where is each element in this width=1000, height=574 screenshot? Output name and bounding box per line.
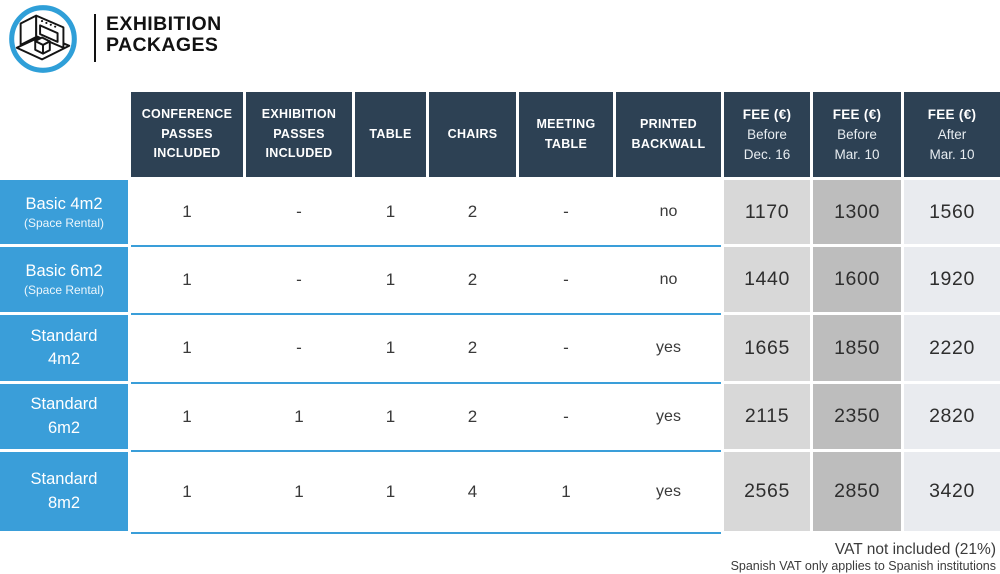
cell-fee-before-mar10: 2350 [813,384,901,449]
fee-title: FEE (€) [742,106,792,122]
vat-note-line1: VAT not included (21%) [834,541,996,558]
row-label-standard-6m2: Standard 6m2 [0,384,128,449]
cell-exhibition-passes: - [296,338,302,357]
vat-note: VAT not included (21%) Spanish VAT only … [731,541,996,574]
row-label-standard-4m2: Standard 4m2 [0,315,128,381]
cell-fee-after-mar10: 2820 [904,384,1000,449]
row-name: Standard 8m2 [30,470,98,512]
vat-note-line2: Spanish VAT only applies to Spanish inst… [730,559,996,573]
cell-fee-before-dec16: 1170 [724,180,810,244]
cell-conference-passes: 1 [182,406,192,426]
cell-printed-backwall: yes [656,339,681,356]
table-row: 1 - 1 2 - no [131,180,721,247]
row-name: Standard 4m2 [30,326,98,368]
cell-conference-passes: 1 [182,202,192,221]
cell-table: 1 [385,338,396,357]
cell-fee-before-dec16: 1665 [724,315,810,381]
row-label-basic-4m2: Basic 4m2 (Space Rental) [0,180,128,244]
cell-fee-before-dec16: 1440 [724,247,810,312]
cell-meeting-table: - [563,406,569,426]
table-row: 1 1 1 2 - yes [131,384,721,452]
cell-table: 1 [385,406,396,426]
cell-chairs: 4 [467,481,478,501]
fee-title: FEE (€) [832,106,882,122]
column-header-exhibition-passes: EXHIBITION PASSES INCLUDED [246,92,352,177]
page-title: EXHIBITION PACKAGES [106,14,222,56]
cell-conference-passes: 1 [182,269,192,289]
cell-chairs: 2 [467,269,478,289]
row-note: (Space Rental) [23,283,105,298]
row-name: Basic 6m2 [25,262,103,281]
row-name: Basic 4m2 [25,194,103,213]
row-label-standard-8m2: Standard 8m2 [0,452,128,531]
row-label-basic-6m2: Basic 6m2 (Space Rental) [0,247,128,312]
column-header-fee-before-dec16: FEE (€) Before Dec. 16 [724,92,810,177]
exhibition-booth-icon [9,5,77,73]
fee-period-line1: Before [747,126,787,142]
cell-printed-backwall: yes [656,407,681,425]
cell-fee-before-mar10: 2850 [813,452,901,531]
cell-chairs: 2 [467,338,478,357]
cell-meeting-table: - [563,269,569,289]
cell-printed-backwall: no [659,203,678,220]
fee-title: FEE (€) [927,106,977,122]
fee-period-line1: After [937,126,967,142]
cell-fee-after-mar10: 3420 [904,452,1000,531]
cell-printed-backwall: no [659,270,678,288]
cell-fee-after-mar10: 1560 [904,180,1000,244]
column-header-table: TABLE [355,92,426,177]
cell-meeting-table: 1 [561,481,571,501]
column-header-fee-before-mar10: FEE (€) Before Mar. 10 [813,92,901,177]
fee-period-line2: Mar. 10 [834,146,880,162]
cell-meeting-table: - [563,202,569,221]
cell-chairs: 2 [467,202,478,221]
fee-period-line2: Dec. 16 [743,146,791,162]
column-header-chairs: CHAIRS [429,92,516,177]
fee-period-line2: Mar. 10 [929,146,975,162]
cell-fee-before-dec16: 2565 [724,452,810,531]
cell-exhibition-passes: 1 [294,481,304,501]
page-title-line2: PACKAGES [106,34,219,56]
cell-fee-before-dec16: 2115 [724,384,810,449]
column-header-meeting-table: MEETING TABLE [519,92,613,177]
cell-table: 1 [385,269,396,289]
cell-table: 1 [385,481,396,501]
cell-exhibition-passes: - [296,269,302,289]
fee-period-line1: Before [837,126,877,142]
exhibition-packages-table: CONFERENCE PASSES INCLUDED EXHIBITION PA… [0,92,1000,534]
cell-fee-before-mar10: 1850 [813,315,901,381]
table-row: 1 - 1 2 - yes [131,315,721,384]
header-corner-spacer [0,92,128,177]
brand-header: EXHIBITION PACKAGES [8,4,222,74]
cell-exhibition-passes: - [296,202,302,221]
row-note: (Space Rental) [23,215,105,230]
table-row: 1 1 1 4 1 yes [131,452,721,534]
cell-fee-before-mar10: 1300 [813,180,901,244]
cell-chairs: 2 [467,406,478,426]
cell-fee-after-mar10: 1920 [904,247,1000,312]
cell-fee-before-mar10: 1600 [813,247,901,312]
table-row: 1 - 1 2 - no [131,247,721,315]
cell-fee-after-mar10: 2220 [904,315,1000,381]
cell-conference-passes: 1 [182,338,192,357]
cell-printed-backwall: yes [656,482,681,500]
cell-table: 1 [385,202,396,221]
row-name: Standard 6m2 [30,395,98,437]
title-divider [94,14,96,62]
column-header-conference-passes: CONFERENCE PASSES INCLUDED [131,92,243,177]
cell-conference-passes: 1 [182,481,192,501]
cell-exhibition-passes: 1 [294,406,304,426]
cell-meeting-table: - [563,338,569,357]
page-title-line1: EXHIBITION [106,13,222,35]
column-header-fee-after-mar10: FEE (€) After Mar. 10 [904,92,1000,177]
column-header-printed-backwall: PRINTED BACKWALL [616,92,721,177]
